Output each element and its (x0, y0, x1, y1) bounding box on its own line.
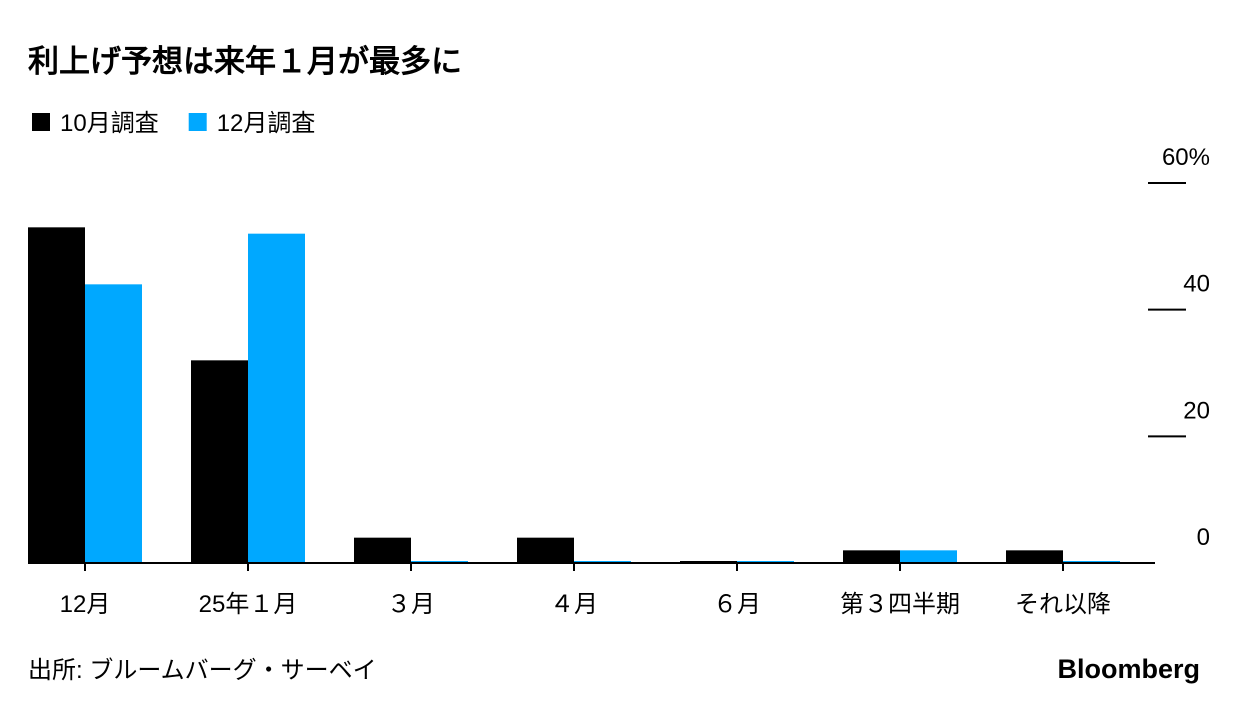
x-tick-label: 12月 (60, 591, 111, 618)
legend-label: 10月調査 (60, 110, 159, 137)
legend-swatch (188, 113, 207, 131)
bar (1006, 550, 1063, 563)
legend-swatch (32, 113, 50, 131)
bar (248, 233, 305, 563)
bar (900, 550, 957, 563)
bar (354, 537, 411, 563)
legend-label: 12月調査 (217, 110, 316, 137)
x-tick-label: ３月 (387, 591, 435, 618)
bar (843, 550, 900, 563)
x-tick-label: 第３四半期 (840, 591, 960, 618)
y-tick-label: 20 (1183, 397, 1210, 424)
x-tick-label: ４月 (550, 591, 598, 618)
x-tick-label: ６月 (713, 591, 761, 618)
chart-title: 利上げ予想は来年１月が最多に (28, 44, 462, 79)
x-tick-label: それ以降 (1015, 591, 1111, 618)
bar (85, 284, 142, 563)
brand: Bloomberg (1057, 654, 1200, 684)
y-tick-label: 0 (1197, 524, 1210, 551)
y-tick-label: 60% (1162, 144, 1210, 171)
bar (517, 537, 574, 563)
bar (191, 360, 248, 563)
y-tick-label: 40 (1183, 271, 1210, 298)
bar (28, 227, 85, 564)
source: 出所: ブルームバーグ・サーベイ (28, 657, 377, 684)
x-tick-label: 25年１月 (199, 591, 298, 618)
